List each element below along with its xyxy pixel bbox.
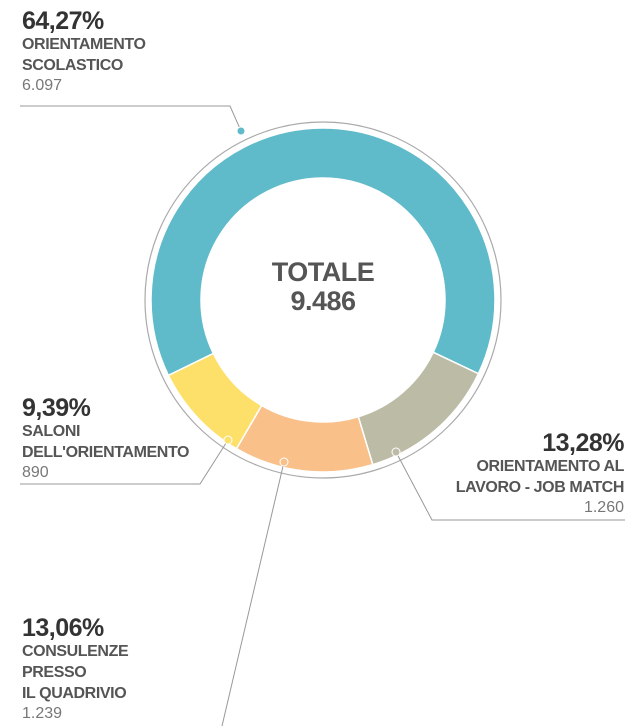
count-label: 1.239 [22,705,63,722]
percent-label: 9,39% [22,394,91,422]
segment-label: 64,27% ORIENTAMENTO SCOLASTICO 6.097 [22,8,146,96]
segment-label: 13,28% ORIENTAMENTO AL LAVORO - JOB MATCH… [455,429,625,518]
leader-dot [223,435,233,445]
percent-label: 13,28% [542,429,624,457]
category-name: ORIENTAMENTO AL LAVORO - JOB MATCH [455,458,625,496]
category-name: ORIENTAMENTO SCOLASTICO [22,36,146,74]
category-name: CONSULENZE PRESSO IL QUADRIVIO [22,643,129,702]
count-label: 6.097 [22,77,63,94]
leader-dot [279,457,289,467]
segment-label: 9,39% SALONI DELL'ORIENTAMENTO 890 [22,395,189,483]
leader-dot [236,126,246,136]
donut-segment [150,127,496,377]
count-label: 890 [22,464,49,481]
center-label: TOTALE 9.486 [223,258,423,316]
total: 9.486 [290,286,356,316]
leader-line [20,105,242,132]
outer-ring [144,121,502,479]
donut-segment [235,404,374,473]
category-name: SALONI DELL'ORIENTAMENTO [22,423,190,461]
percent-label: 13,06% [22,614,104,642]
donut-segment [167,352,263,450]
leader-dot [391,447,401,457]
segment-label: 13,06% CONSULENZE PRESSO IL QUADRIVIO 1.23… [22,614,129,724]
count-label: 1.260 [583,499,624,516]
center-title: TOTALE [271,257,375,287]
leader-line [20,439,229,485]
percent-label: 64,27% [22,7,104,35]
leader-line [395,451,625,521]
leader-line [221,461,285,726]
